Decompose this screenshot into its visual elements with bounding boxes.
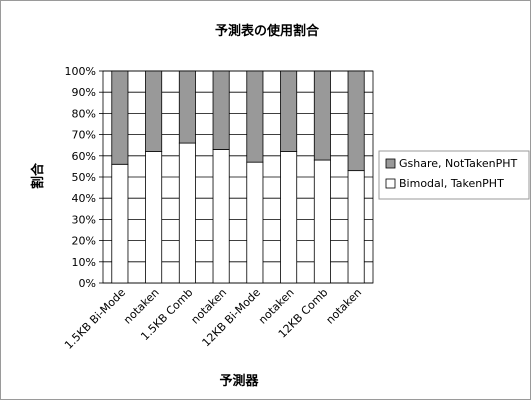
bar-segment-bimodal (178, 142, 196, 284)
legend-frame (378, 150, 530, 200)
bar-segment-gshare (212, 70, 230, 150)
bars (111, 70, 365, 284)
x-tick-label: 1.5KB Bi-Mode (62, 286, 128, 352)
bar-segment-gshare (347, 70, 365, 172)
y-tick-label: 100% (65, 65, 96, 78)
bar-segment-bimodal (347, 170, 365, 284)
y-tick-label: 0% (79, 277, 96, 290)
y-tick-label: 20% (72, 235, 96, 248)
legend: Gshare, NotTakenPHT Bimodal, TakenPHT (378, 150, 530, 200)
y-axis-ticks: 0% 10% 20% 30% 40% 50% 60% 70% 80% 90% 100% (65, 65, 103, 290)
y-tick-label: 40% (72, 192, 96, 205)
y-tick-label: 10% (72, 256, 96, 269)
y-axis-label: 割合 (30, 162, 46, 189)
y-tick-label: 50% (72, 171, 96, 184)
legend-swatch-gshare (385, 158, 396, 169)
bar-segment-bimodal (313, 159, 331, 284)
x-axis-label: 予測器 (219, 373, 259, 389)
bar-segment-gshare (280, 70, 298, 152)
legend-label-gshare: Gshare, NotTakenPHT (399, 157, 518, 170)
y-tick-label: 30% (72, 213, 96, 226)
bar-segment-gshare (313, 70, 331, 161)
bar-segment-bimodal (111, 163, 129, 284)
bar-segment-bimodal (145, 151, 163, 284)
y-tick-label: 80% (72, 107, 96, 120)
bar-segment-gshare (145, 70, 163, 152)
y-tick-label: 60% (72, 150, 96, 163)
legend-swatch-bimodal (385, 178, 396, 189)
bar-segment-gshare (178, 70, 196, 144)
x-tick-label: notaken (324, 286, 365, 327)
x-tick-label: 12KB Bi-Mode (200, 286, 264, 350)
plot-area: 0% 10% 20% 30% 40% 50% 60% 70% 80% 90% 100% 1.5KB … (62, 65, 374, 352)
bar-segment-bimodal (246, 161, 264, 284)
y-tick-label: 90% (72, 86, 96, 99)
bar-segment-gshare (111, 70, 129, 165)
bar-segment-gshare (246, 70, 264, 163)
chart-title: 予測表の使用割合 (215, 23, 320, 39)
gridlines (102, 70, 374, 284)
bar-segment-bimodal (280, 151, 298, 284)
bar-segment-bimodal (212, 149, 230, 284)
y-tick-label: 70% (72, 129, 96, 142)
legend-label-bimodal: Bimodal, TakenPHT (399, 177, 504, 190)
